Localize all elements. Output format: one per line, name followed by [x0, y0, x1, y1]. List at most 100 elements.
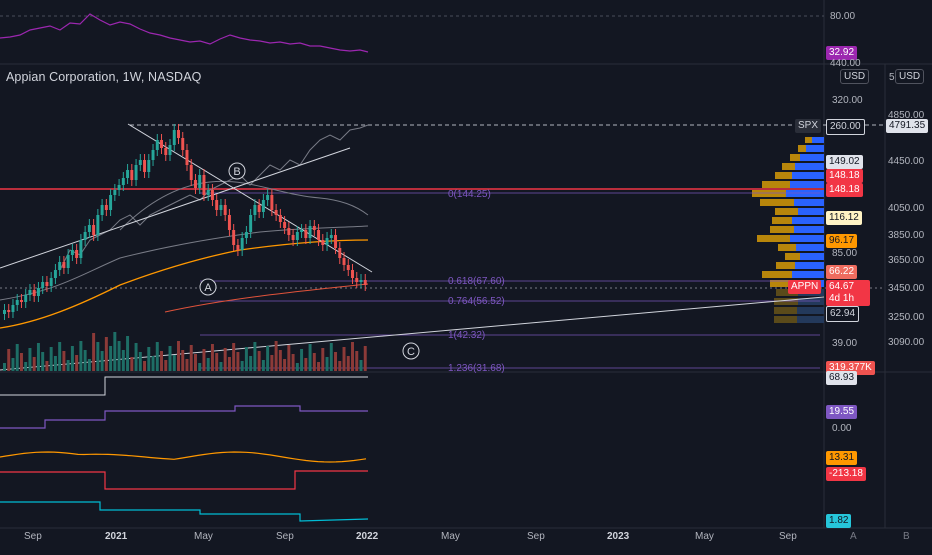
rsi-level-label: 80.00	[830, 11, 856, 22]
volume-bar	[206, 358, 210, 371]
spx-overlay-line	[59, 124, 369, 271]
volume-bar	[317, 362, 321, 371]
price-label-149: 149.02	[826, 155, 863, 169]
volume-bar	[359, 360, 363, 371]
wave-a-label: A	[204, 282, 212, 294]
candle-body	[15, 300, 19, 305]
candle-body	[130, 170, 134, 180]
volume-bar	[113, 332, 117, 371]
wave-a-marker[interactable]: A	[199, 278, 217, 296]
price-tick: 39.00	[832, 338, 858, 349]
candle-body	[24, 295, 28, 302]
volume-bar	[155, 342, 159, 371]
candle-body	[253, 205, 257, 215]
volume-bar	[104, 337, 108, 371]
volume-bar	[66, 360, 70, 371]
volume-bar	[274, 341, 278, 371]
indicator-label-4: -213.18	[826, 467, 866, 481]
volume-bar	[278, 350, 282, 371]
volume-bar	[151, 356, 155, 371]
volume-bar	[244, 347, 248, 371]
candle-body	[355, 278, 359, 282]
volume-bar	[202, 349, 206, 371]
ma-orange	[0, 239, 369, 329]
candle-body	[193, 180, 197, 188]
spx-tick: 3850.00	[888, 230, 925, 241]
candle-body	[189, 165, 193, 180]
last-price-box: 64.67 4d 1h	[826, 280, 870, 306]
candle-body	[100, 205, 104, 215]
rsi-level2-label: 440.00	[830, 58, 861, 69]
candle-body	[363, 280, 367, 285]
indicator-step-white	[0, 376, 368, 396]
indicator-label-5: 1.82	[826, 514, 852, 528]
candle-body	[7, 310, 11, 312]
trendline-up[interactable]	[0, 147, 351, 269]
volume-bar	[334, 352, 338, 371]
spx-tick: 3250.00	[888, 312, 925, 323]
volume-bar	[346, 356, 350, 371]
candle-body	[32, 290, 36, 296]
candle-body	[223, 205, 227, 215]
candle-body	[266, 195, 270, 200]
candle-body	[11, 305, 15, 312]
candle-body	[36, 288, 40, 296]
volume-bar	[121, 350, 125, 371]
auto-scale-button[interactable]: A	[850, 531, 857, 542]
scale-button[interactable]: B	[903, 531, 910, 542]
candle-body	[308, 226, 312, 238]
wave-b-marker[interactable]: B	[228, 162, 246, 180]
candle-body	[53, 270, 57, 278]
volume-bar	[253, 342, 257, 371]
spx-tag-value: 260.00	[826, 119, 865, 135]
symbol-title[interactable]: Appian Corporation, 1W, NASDAQ	[6, 70, 202, 84]
volume-bar	[287, 345, 291, 371]
price-label-62: 62.94	[826, 306, 860, 322]
candle-body	[342, 258, 346, 265]
candle-body	[215, 200, 219, 210]
currency-button[interactable]: USD	[840, 69, 870, 84]
fib-label-1: 1(42.32)	[448, 330, 485, 341]
candle-body	[312, 226, 316, 230]
spx-currency-button[interactable]: USD	[895, 69, 925, 84]
volume-bar	[219, 362, 223, 371]
spx-tag: SPX	[795, 119, 822, 133]
candle-body	[334, 235, 338, 248]
volume-bar	[249, 356, 253, 371]
spx-tick: 4050.00	[888, 203, 925, 214]
candle-body	[202, 175, 206, 195]
price-label-148a: 148.18	[826, 169, 863, 183]
candle-body	[41, 282, 45, 288]
volume-bar	[325, 357, 329, 371]
candle-body	[210, 190, 214, 200]
candle-body	[291, 235, 295, 240]
price-label-116: 116.12	[826, 211, 862, 225]
volume-bar	[70, 346, 74, 371]
candle-body	[109, 195, 113, 210]
volume-bar	[49, 347, 53, 371]
fib-extension-lines[interactable]	[200, 192, 820, 369]
volume-bar	[351, 342, 354, 371]
candle-body	[325, 238, 329, 245]
candle-body	[58, 262, 62, 270]
candle-body	[244, 232, 248, 238]
candle-body	[274, 210, 278, 215]
candle-body	[206, 190, 210, 195]
candle-body	[351, 270, 354, 278]
volume-bar	[15, 344, 19, 371]
candle-body	[177, 130, 180, 138]
wave-c-marker[interactable]: C	[402, 342, 420, 360]
candle-body	[198, 175, 202, 188]
volume-bar	[223, 348, 227, 371]
volume-bar	[304, 358, 308, 371]
candle-body	[151, 150, 155, 160]
last-price-label: 64.67	[829, 281, 855, 292]
candle-body	[45, 282, 49, 286]
volume-bar	[109, 346, 113, 371]
volume-bar	[117, 341, 121, 371]
volume-bar	[172, 355, 176, 371]
candle-body	[3, 310, 6, 314]
indicator-step-teal	[0, 501, 369, 522]
